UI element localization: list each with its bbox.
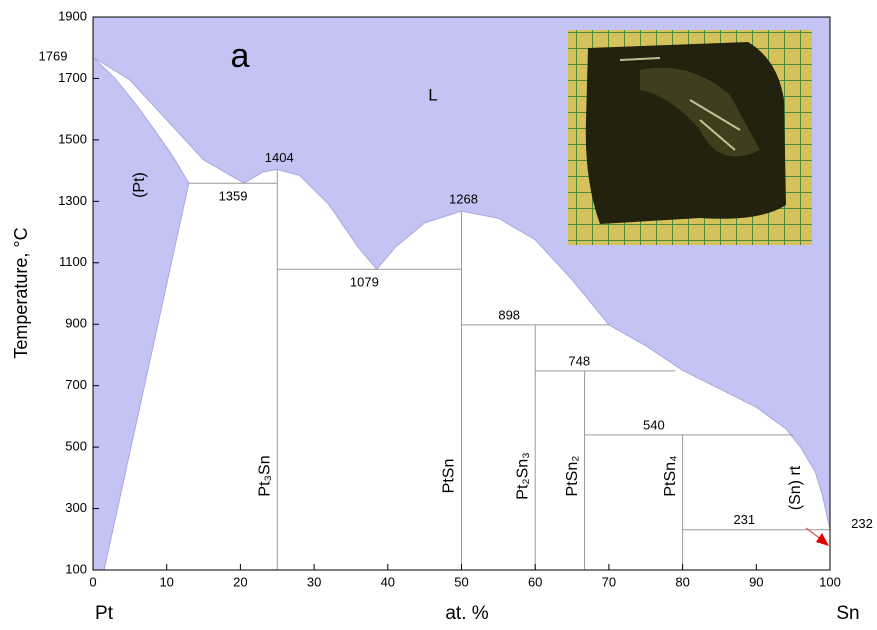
y-tick-label: 1100 [59, 254, 87, 269]
x-tick-label: 70 [602, 574, 616, 589]
x-tick-label: 80 [675, 574, 689, 589]
y-tick-label: 300 [65, 500, 87, 515]
y-tick-label: 900 [65, 316, 87, 331]
y-tick-label: 500 [65, 439, 87, 454]
panel-label: a [231, 37, 250, 75]
phase-label: (Sn) rt [787, 465, 804, 510]
x-tick-label: 10 [159, 574, 173, 589]
phase-label: (Pt) [131, 172, 148, 198]
compound-label: PtSn [441, 459, 458, 494]
liquid-label: L [428, 85, 437, 104]
isotherm-label: 540 [643, 417, 665, 432]
inset-photo [568, 30, 812, 245]
melting-label: 232 [851, 516, 873, 531]
x-tick-label: 40 [381, 574, 395, 589]
x-tick-label: 0 [89, 574, 96, 589]
x-tick-label: 60 [528, 574, 542, 589]
x-tick-label: 100 [819, 574, 841, 589]
compound-label: PtSn₄ [662, 455, 679, 496]
compound-label: Pt₃Sn [256, 455, 273, 496]
x-tick-label: 90 [749, 574, 763, 589]
x-tick-label: 20 [233, 574, 247, 589]
y-tick-label: 1300 [58, 193, 87, 208]
compound-label: PtSn₂ [564, 456, 581, 497]
isotherm-label: 898 [498, 307, 520, 322]
melting-label: 1404 [265, 150, 294, 165]
y-axis-title: Temperature, °C [11, 227, 31, 358]
y-tick-label: 100 [65, 561, 87, 576]
compound-label: Pt₂Sn₃ [514, 452, 531, 499]
end-label: Sn [836, 603, 859, 624]
isotherm-label: 748 [568, 353, 590, 368]
melting-label: 1268 [449, 192, 478, 207]
melting-label: 1769 [39, 49, 68, 64]
x-tick-label: 30 [307, 574, 321, 589]
x-tick-label: 50 [454, 574, 468, 589]
isotherm-label: 1079 [350, 275, 379, 290]
isotherm-label: 1359 [219, 189, 248, 204]
y-tick-label: 1900 [58, 8, 87, 23]
x-axis-title: at. % [445, 603, 488, 624]
y-tick-label: 700 [65, 377, 87, 392]
y-tick-label: 1500 [58, 131, 87, 146]
end-label: Pt [95, 603, 114, 624]
y-tick-label: 1700 [58, 70, 87, 85]
chart: 13591079898748540231Pt₃Sn1404PtSn1268Pt₂… [0, 0, 877, 630]
isotherm-label: 231 [733, 512, 755, 527]
